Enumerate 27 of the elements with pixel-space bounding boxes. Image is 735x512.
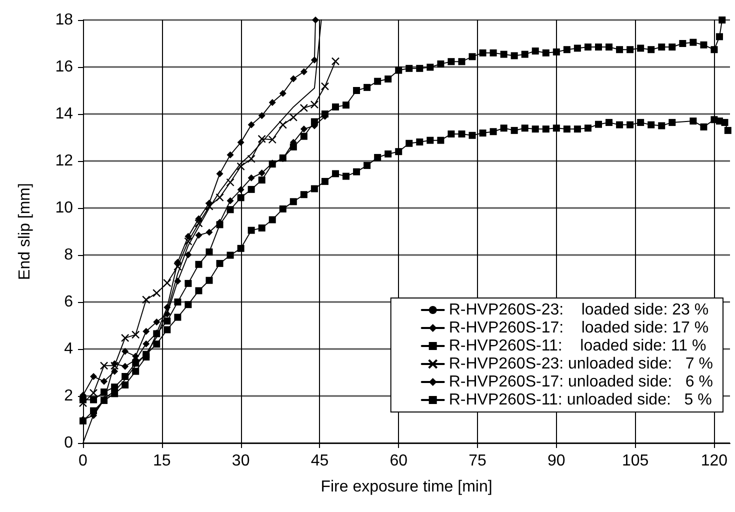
x-tick-label: 120 (700, 452, 728, 470)
y-tick-label: 10 (55, 200, 74, 216)
legend-label: R-HVP260S-17: loaded side: 17 % (448, 320, 709, 336)
y-tick-label: 2 (64, 388, 74, 404)
x-tick-label: 30 (232, 452, 250, 470)
y-axis-title: End slip [mm] (16, 183, 34, 280)
y-tick-label: 18 (55, 12, 74, 28)
y-tick-label: 4 (64, 340, 74, 358)
x-tick-label: 0 (78, 452, 88, 470)
x-axis-title: Fire exposure time [min] (320, 478, 492, 496)
y-tick-label: 14 (55, 106, 74, 122)
legend-label: R-HVP260S-11: unloaded side: 5 % (448, 392, 712, 408)
legend-label: R-HVP260S-17: unloaded side: 6 % (448, 374, 713, 390)
x-tick-label: 15 (153, 452, 171, 470)
y-tick-label: 16 (55, 58, 74, 76)
x-tick-label: 45 (310, 452, 329, 470)
legend-label: R-HVP260S-23: unloaded side: 7 % (448, 356, 713, 372)
y-tick-label: 8 (64, 246, 74, 264)
x-tick-label: 75 (468, 452, 487, 470)
y-tick-label: 0 (64, 434, 74, 452)
x-tick-label: 60 (390, 452, 408, 470)
legend-label: R-HVP260S-11: loaded side: 11 % (448, 338, 706, 354)
legend-label: R-HVP260S-23: loaded side: 23 % (448, 302, 709, 318)
y-tick-label: 6 (64, 294, 74, 310)
x-tick-label: 90 (548, 452, 566, 470)
x-tick-label: 105 (622, 452, 649, 470)
y-tick-label: 12 (55, 152, 74, 170)
